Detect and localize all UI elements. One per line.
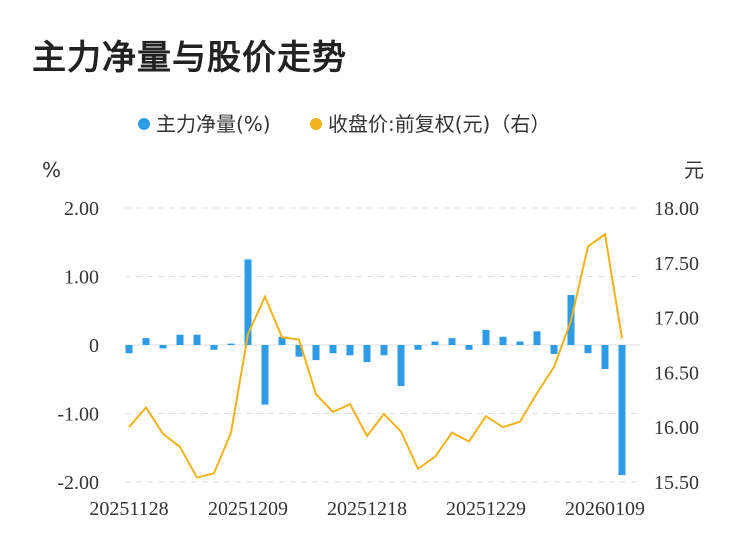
x-tick-label: 20260109	[565, 498, 645, 520]
bar	[193, 334, 201, 345]
right-tick-label: 16.00	[654, 417, 699, 439]
bar	[159, 345, 167, 349]
bar	[499, 336, 507, 345]
bar	[125, 345, 133, 354]
bar	[295, 345, 303, 357]
legend: 主力净量(%) 收盘价:前复权(元)（右）	[138, 112, 550, 136]
bar	[244, 259, 252, 345]
x-tick-label: 20251229	[446, 498, 526, 520]
x-tick-label: 20251218	[327, 498, 407, 520]
bar	[142, 338, 150, 345]
left-axis-ticks: 2.00 1.00 0 -1.00 -2.00	[57, 198, 99, 494]
left-tick-label: 2.00	[64, 198, 99, 220]
bar	[618, 345, 626, 476]
bar	[482, 329, 490, 345]
left-tick-label: 1.00	[64, 267, 99, 289]
left-tick-label: -1.00	[57, 404, 99, 426]
bar	[210, 345, 218, 350]
price-line	[128, 232, 623, 479]
bar-series	[125, 259, 626, 476]
right-tick-label: 15.50	[654, 472, 699, 494]
bar	[329, 345, 337, 354]
bar	[278, 336, 286, 345]
left-tick-label: 0	[89, 335, 99, 357]
legend-marker-line	[310, 118, 322, 130]
x-tick-label: 20251209	[208, 498, 288, 520]
x-tick-label: 20251128	[89, 498, 168, 520]
legend-label-bar: 主力净量(%)	[156, 112, 271, 136]
bar	[550, 345, 558, 354]
bar	[516, 341, 524, 345]
right-tick-label: 18.00	[654, 198, 699, 220]
left-tick-label: -2.00	[57, 472, 99, 494]
x-axis-ticks: 20251128 20251209 20251218 20251229 20260109	[89, 498, 645, 520]
bar	[261, 345, 269, 405]
bar	[584, 345, 592, 354]
bar	[448, 338, 456, 345]
bar	[601, 345, 609, 369]
right-tick-label: 17.50	[654, 253, 699, 275]
right-tick-label: 16.50	[654, 362, 699, 384]
bar	[465, 345, 473, 350]
bar	[363, 345, 371, 363]
legend-marker-bar	[138, 118, 150, 130]
bar	[533, 331, 541, 345]
right-axis-ticks: 18.00 17.50 17.00 16.50 16.00 15.50	[654, 198, 699, 494]
bar	[346, 345, 354, 356]
chart-title: 主力净量与股价走势	[32, 38, 347, 78]
bar	[397, 345, 405, 387]
bar	[176, 334, 184, 345]
left-axis-unit: %	[42, 158, 61, 182]
bar	[431, 341, 439, 345]
bar	[414, 345, 422, 350]
bar	[380, 345, 388, 356]
legend-label-line: 收盘价:前复权(元)（右）	[328, 112, 550, 136]
bar	[312, 345, 320, 361]
bar	[227, 343, 235, 345]
right-axis-unit: 元	[684, 158, 704, 182]
right-tick-label: 17.00	[654, 308, 699, 330]
